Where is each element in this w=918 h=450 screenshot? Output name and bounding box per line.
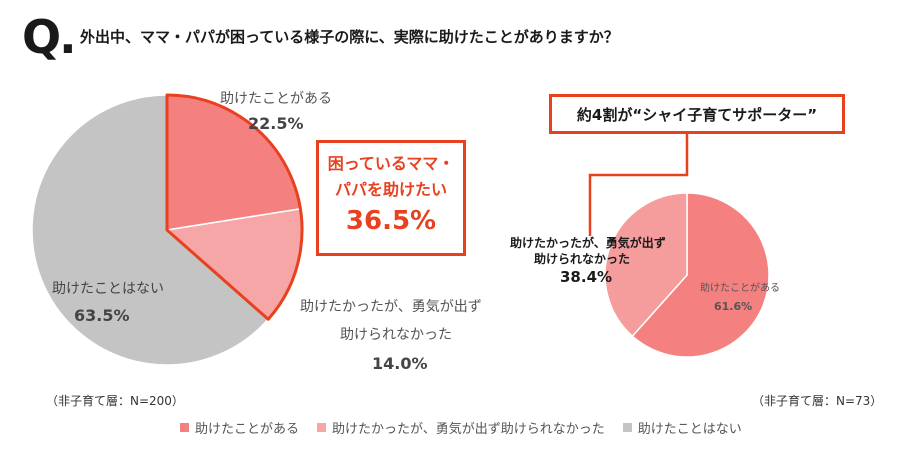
question-title: 外出中、ママ・パパが困っている様子の際に、実際に助けたことがありますか？ [80,28,619,46]
right-label-wanted-line1: 助けたかったが、勇気が出ず [510,236,666,250]
legend: 助けたことがある 助けたかったが、勇気が出ず助けられなかった 助けたことはない [180,418,742,437]
question-mark-logo: Q. [22,10,77,64]
callout-line2: パパを助けたい [334,180,447,199]
legend-swatch-wanted [317,423,327,432]
right-value-wanted: 38.4% [560,268,613,286]
legend-swatch-helped [180,423,189,432]
legend-item-never: 助けたことはない [622,418,742,437]
callout-connector [588,134,689,236]
legend-label-helped: 助けたことがある [195,422,300,437]
right-pie-slice-1 [631,192,770,358]
left-pie-highlight-outline [165,93,304,321]
callout-line1: 困っているママ・ [327,154,455,173]
legend-label-never: 助けたことはない [637,422,742,437]
left-label-wanted-line2: 助けられなかった [340,327,452,343]
left-label-wanted-line1: 助けたかったが、勇気が出ず [300,299,482,315]
left-pie-slice-3 [31,94,270,366]
left-value-never: 63.5% [74,306,130,325]
right-label-helped: 助けたことがある [700,283,780,294]
left-sample-note: （非子育て層：N=200） [46,394,184,408]
legend-item-wanted: 助けたかったが、勇気が出ず助けられなかった [317,418,605,437]
legend-item-helped: 助けたことがある [180,418,299,437]
left-pie [31,93,304,366]
left-value-helped: 22.5% [248,114,304,133]
right-pie-slice-2 [604,192,688,338]
right-pie [604,192,770,358]
shy-supporter-banner: 約4割が“シャイ子育てサポーター” [549,94,845,134]
callout-value: 36.5% [345,206,437,236]
legend-swatch-never [622,423,632,432]
legend-label-wanted: 助けたかったが、勇気が出ず助けられなかった [332,422,605,437]
left-value-wanted: 14.0% [372,354,428,373]
left-label-never: 助けたことはない [52,281,164,297]
right-value-helped: 61.6% [714,300,753,313]
left-label-helped: 助けたことがある [220,91,332,107]
right-sample-note: （非子育て層：N=73） [752,394,883,408]
right-label-wanted-line2: 助けられなかった [534,252,631,266]
callout-box: 困っているママ・ パパを助けたい 36.5% [316,140,466,256]
